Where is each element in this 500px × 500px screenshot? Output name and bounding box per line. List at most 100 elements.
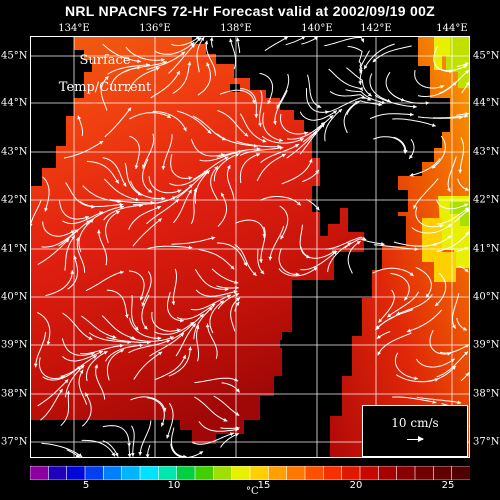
current-streamline [67,255,79,290]
current-arrow-icon [273,121,277,125]
current-arrow-icon [234,377,239,382]
current-arrow-icon [259,259,263,263]
current-streamline [101,315,136,340]
current-streamline [82,185,122,203]
current-arrow-icon [223,418,228,422]
current-streamline [414,70,445,89]
current-streamline [176,110,212,134]
current-arrow-icon [120,349,124,353]
lon-label: 136°E [139,23,171,34]
current-arrow-icon [432,400,437,404]
current-arrow-icon [200,37,205,41]
current-arrow-icon [211,236,216,241]
lat-label-left: 41°N [1,243,28,255]
current-arrow-icon [124,314,129,319]
lat-label-right: 41°N [473,243,500,255]
current-arrow-icon [209,37,214,41]
current-arrow-icon [112,335,117,339]
current-streamline [411,223,452,234]
current-arrow-icon [226,294,231,299]
current-streamline [106,289,129,319]
current-arrow-icon [138,452,143,456]
current-streamline [146,198,180,225]
current-arrow-icon [235,412,240,416]
current-arrow-icon [244,132,249,137]
current-arrow-icon [252,100,256,104]
current-streamline [373,136,406,154]
current-arrow-icon [176,70,180,75]
current-streamline [198,248,235,270]
current-arrow-icon [362,236,367,241]
current-streamline [229,38,237,70]
current-arrow-icon [143,325,148,330]
current-streamline [206,323,218,359]
current-streamline [127,67,160,92]
current-streamline [166,402,174,439]
current-streamline [217,293,240,310]
current-arrow-icon [134,165,139,169]
current-streamline [194,396,228,422]
current-arrow-icon [199,451,204,455]
current-streamline [146,51,186,71]
current-streamline [415,266,432,298]
current-streamline [171,427,187,458]
colorbar-swatch [341,466,361,480]
colorbar-tick-label: 20 [349,480,363,491]
current-streamline [439,344,470,354]
current-arrow-icon [301,36,306,40]
current-arrow-icon [46,341,51,346]
current-arrow-icon [464,203,469,207]
current-arrow-icon [181,51,185,56]
current-arrow-icon [206,62,210,67]
current-arrow-icon [372,58,377,63]
colorbar-swatch [84,466,105,480]
current-streamline [194,377,239,384]
current-arrow-icon [314,36,318,41]
current-streamline [300,246,337,259]
current-streamline [78,218,94,253]
current-streamline [130,180,166,200]
colorbar-swatch [194,466,215,480]
colorbar-swatch [213,466,233,480]
current-arrow-icon [85,215,89,220]
lon-label: 134°E [58,23,90,34]
current-arrow-icon [99,141,104,145]
current-streamline [65,182,95,208]
current-streamline [239,113,267,143]
colorbar-swatch [139,466,160,480]
current-streamline [168,43,196,74]
current-arrow-icon [315,169,319,174]
current-arrow-icon [155,67,160,71]
current-arrow-icon [141,302,146,307]
current-streamline [278,248,300,275]
current-arrow-icon [158,351,163,356]
current-arrow-icon [320,123,325,128]
current-streamline [98,229,108,266]
current-streamline [299,110,338,121]
current-streamline [415,358,455,368]
current-arrow-icon [197,37,202,42]
current-streamline [129,135,140,169]
current-streamline [436,199,469,210]
current-streamline [299,123,325,155]
current-arrow-icon [73,255,77,260]
current-streamline [176,303,216,320]
current-arrow-icon [452,324,456,329]
current-streamline [104,107,132,138]
current-streamline [170,154,193,179]
current-streamline [459,137,465,174]
current-arrow-icon [211,303,216,308]
current-streamline [103,178,140,201]
current-streamline [42,176,50,212]
current-arrow-icon [464,62,469,66]
current-streamline [152,111,187,132]
current-streamline [274,90,288,125]
colorbar-swatch [396,466,416,480]
current-streamline [346,100,383,116]
current-arrow-icon [137,59,141,63]
current-streamline [375,309,414,330]
current-streamline [226,164,235,201]
current-streamline [197,62,211,96]
current-streamline [258,90,263,127]
current-arrow-icon [188,176,193,181]
